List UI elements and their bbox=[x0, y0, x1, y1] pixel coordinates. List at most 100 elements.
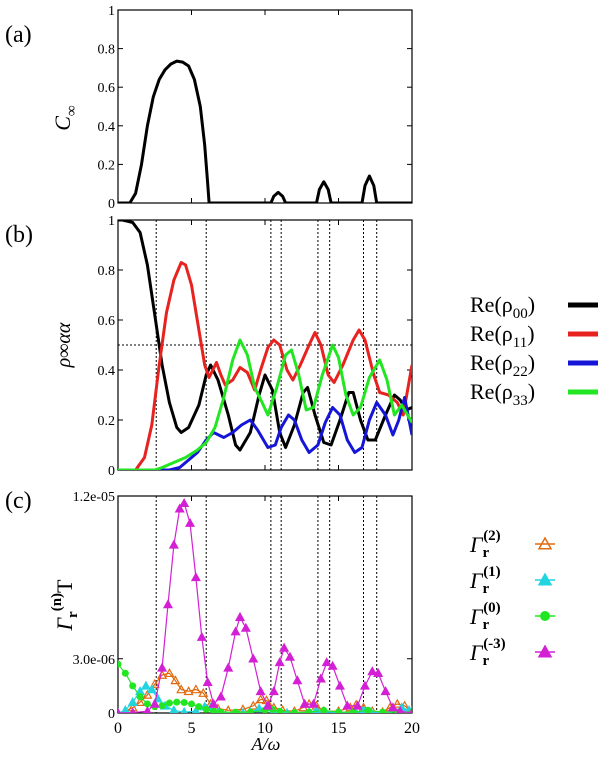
data-point bbox=[180, 699, 188, 707]
x-tick-label: 5 bbox=[188, 720, 196, 737]
data-point bbox=[158, 702, 166, 710]
data-point bbox=[129, 682, 137, 690]
data-point bbox=[248, 653, 259, 663]
data-point bbox=[274, 657, 285, 667]
data-point bbox=[246, 708, 254, 713]
legend-marker bbox=[537, 644, 553, 658]
series-3 bbox=[118, 497, 412, 713]
series-line bbox=[118, 502, 412, 713]
data-point bbox=[217, 708, 225, 713]
data-point bbox=[176, 684, 187, 694]
legend-label: Re(ρ11) bbox=[470, 321, 535, 351]
series-2 bbox=[118, 660, 412, 713]
panel-a: (a) C∞ 0 0.2 0.4 0.6 0.8 1 bbox=[5, 4, 413, 212]
data-point bbox=[169, 705, 179, 713]
data-point bbox=[190, 572, 201, 582]
series-line bbox=[118, 220, 412, 452]
data-point bbox=[118, 707, 121, 713]
axes-frame bbox=[117, 9, 413, 204]
y-tick-label: 1 bbox=[108, 4, 115, 19]
y-tick-label: 0.2 bbox=[98, 158, 116, 173]
data-point bbox=[174, 503, 185, 513]
legend-entry: Re(ρ33) bbox=[470, 379, 598, 409]
data-point bbox=[409, 707, 412, 713]
panel-a-ylabel: C∞ bbox=[50, 105, 80, 131]
data-point bbox=[215, 691, 226, 701]
y-tick-label: 0.8 bbox=[98, 264, 116, 279]
data-point bbox=[290, 709, 298, 713]
data-point bbox=[380, 686, 391, 696]
panel-b-label: (b) bbox=[5, 222, 33, 248]
legend-entry: Γr(1) bbox=[469, 564, 555, 597]
data-point bbox=[190, 684, 201, 694]
data-point bbox=[254, 703, 265, 713]
data-point bbox=[359, 680, 370, 690]
x-tick-label: 20 bbox=[404, 720, 420, 737]
y-tick-label: 0.6 bbox=[98, 81, 116, 96]
data-point bbox=[149, 698, 160, 708]
data-point bbox=[140, 680, 151, 690]
data-point bbox=[320, 706, 328, 713]
data-point bbox=[170, 675, 181, 685]
panel-b: (b) ρ∞αα 0 0.2 0.4 0.6 0.8 1 bbox=[5, 214, 413, 479]
data-point bbox=[279, 642, 290, 652]
data-point bbox=[223, 705, 233, 713]
legend-label: Γr(0) bbox=[469, 600, 501, 633]
data-point bbox=[387, 702, 398, 712]
data-point bbox=[127, 696, 138, 706]
data-point bbox=[268, 686, 279, 696]
legend-rates: Γr(2)Γr(1)Γr(0)Γr(-3) bbox=[469, 528, 555, 669]
data-point bbox=[223, 662, 234, 672]
y-tick-label: 0.8 bbox=[98, 43, 116, 58]
legend-label: Re(ρ33) bbox=[470, 379, 535, 409]
data-point bbox=[118, 660, 122, 668]
data-point bbox=[240, 622, 251, 632]
data-point bbox=[146, 684, 157, 694]
legend-label: Γr(1) bbox=[469, 564, 501, 597]
data-point bbox=[349, 708, 357, 713]
data-point bbox=[327, 660, 338, 670]
data-point bbox=[335, 708, 342, 713]
data-point bbox=[179, 497, 190, 508]
series-line bbox=[118, 261, 412, 470]
x-tick-label: 15 bbox=[331, 720, 347, 737]
data-point bbox=[162, 599, 173, 609]
y-tick-label: 0 bbox=[108, 464, 115, 479]
data-point bbox=[342, 700, 353, 710]
panel-c: (c) Γr(n)T A/ω 0 3.0e-06 1.2e-05 0 5 10 15 20 bbox=[5, 488, 420, 754]
data-point bbox=[164, 667, 175, 678]
legend-label: Re(ρ00) bbox=[470, 292, 535, 322]
data-point bbox=[262, 700, 273, 710]
data-point bbox=[202, 677, 213, 687]
data-point bbox=[255, 694, 266, 704]
data-point bbox=[202, 705, 210, 713]
data-point bbox=[292, 675, 303, 685]
legend-entry: Re(ρ11) bbox=[470, 321, 598, 351]
y-tick-label: 1.2e-05 bbox=[73, 490, 115, 505]
series-line bbox=[118, 338, 412, 470]
data-point bbox=[234, 611, 246, 621]
panel-c-ylabel: Γr(n)T bbox=[49, 579, 81, 632]
series-line bbox=[118, 59, 412, 203]
data-point bbox=[120, 705, 130, 713]
y-tick-label: 0.4 bbox=[98, 364, 116, 379]
data-point bbox=[191, 705, 200, 713]
data-point bbox=[183, 686, 194, 696]
series-0 bbox=[118, 220, 412, 452]
data-point bbox=[165, 699, 173, 707]
legend-label: Γr(-3) bbox=[469, 636, 506, 669]
legend-label: Γr(2) bbox=[469, 528, 501, 561]
data-point bbox=[396, 705, 405, 713]
data-point bbox=[364, 706, 372, 713]
data-point bbox=[373, 667, 384, 678]
series-3 bbox=[118, 338, 412, 470]
data-point bbox=[168, 539, 179, 549]
data-point bbox=[315, 673, 326, 683]
legend-entry: Re(ρ00) bbox=[470, 292, 598, 322]
data-point bbox=[136, 693, 144, 701]
panel-c-label: (c) bbox=[5, 488, 32, 514]
y-tick-label: 1 bbox=[108, 214, 115, 229]
x-tick-label: 10 bbox=[257, 720, 273, 737]
data-point bbox=[284, 651, 296, 661]
